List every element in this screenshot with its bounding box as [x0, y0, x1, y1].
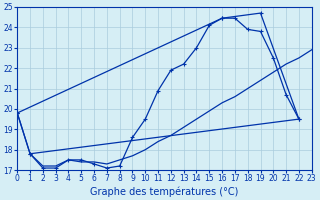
X-axis label: Graphe des températures (°C): Graphe des températures (°C): [90, 186, 239, 197]
